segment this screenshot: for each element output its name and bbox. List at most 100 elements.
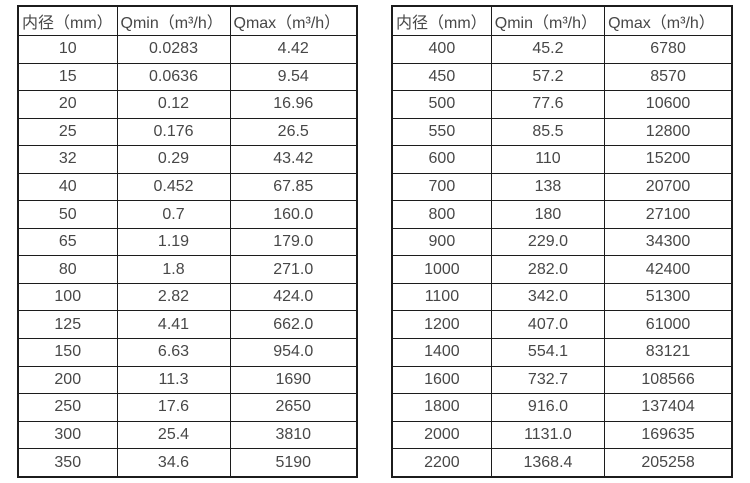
table-cell: 34.6 xyxy=(116,448,231,478)
header-qmin: Qmin（m³/h） xyxy=(116,5,231,36)
table-cell: 4.42 xyxy=(229,35,358,64)
table-cell: 1.8 xyxy=(116,255,231,284)
table-cell: 32 xyxy=(17,145,118,174)
table-row: 250 17.6 2650 xyxy=(17,393,358,422)
table-cell: 57.2 xyxy=(490,62,606,92)
table-cell: 0.12 xyxy=(116,90,231,119)
table-cell: 5190 xyxy=(229,448,358,478)
table-cell: 125 xyxy=(17,310,118,340)
header-inner-diameter: 内径（mm） xyxy=(17,5,118,36)
table-cell: 20700 xyxy=(604,172,733,202)
table-cell: 65 xyxy=(17,227,118,257)
table-cell: 180 xyxy=(490,200,606,229)
table-row: 2200 1368.4 205258 xyxy=(391,448,733,478)
table-cell: 42400 xyxy=(604,255,733,284)
table-cell: 300 xyxy=(17,420,118,450)
table-cell: 77.6 xyxy=(490,90,606,119)
table-cell: 500 xyxy=(391,90,492,119)
table-cell: 11.3 xyxy=(116,365,231,395)
table-cell: 110 xyxy=(490,145,606,174)
flow-table-large-diameters: 内径（mm） Qmin（m³/h） Qmax（m³/h） 400 45.2 6780… xyxy=(391,5,733,478)
table-cell: 800 xyxy=(391,200,492,229)
table-row: 800 180 27100 xyxy=(391,200,733,229)
table-row: 450 57.2 8570 xyxy=(391,62,733,92)
table-cell: 282.0 xyxy=(490,255,606,284)
table-row: 20 0.12 16.96 xyxy=(17,90,358,119)
table-cell: 10 xyxy=(17,35,118,64)
table-cell: 10600 xyxy=(604,90,733,119)
table-cell: 27100 xyxy=(604,200,733,229)
table-cell: 6780 xyxy=(604,35,733,64)
table-row: 10 0.0283 4.42 xyxy=(17,35,358,64)
table-row: 15 0.0636 9.54 xyxy=(17,62,358,92)
table-cell: 271.0 xyxy=(229,255,358,284)
table-row: 1400 554.1 83121 xyxy=(391,338,733,367)
table-cell: 34300 xyxy=(604,227,733,257)
table-cell: 179.0 xyxy=(229,227,358,257)
table-cell: 6.63 xyxy=(116,338,231,367)
table-cell: 138 xyxy=(490,172,606,202)
table-row: 1800 916.0 137404 xyxy=(391,393,733,422)
table-row: 80 1.8 271.0 xyxy=(17,255,358,284)
table-cell: 200 xyxy=(17,365,118,395)
table-cell: 85.5 xyxy=(490,117,606,147)
table-cell: 554.1 xyxy=(490,338,606,367)
table-cell: 1368.4 xyxy=(490,448,606,478)
table-cell: 0.29 xyxy=(116,145,231,174)
table-cell: 15200 xyxy=(604,145,733,174)
table-cell: 61000 xyxy=(604,310,733,340)
table-cell: 50 xyxy=(17,200,118,229)
table-cell: 0.452 xyxy=(116,172,231,202)
table-row: 400 45.2 6780 xyxy=(391,35,733,64)
table-cell: 51300 xyxy=(604,282,733,312)
table-row: 32 0.29 43.42 xyxy=(17,145,358,174)
table-cell: 916.0 xyxy=(490,393,606,422)
table-cell: 1200 xyxy=(391,310,492,340)
table-cell: 16.96 xyxy=(229,90,358,119)
table-cell: 407.0 xyxy=(490,310,606,340)
table-cell: 43.42 xyxy=(229,145,358,174)
table-row: 2000 1131.0 169635 xyxy=(391,420,733,450)
table-cell: 1100 xyxy=(391,282,492,312)
table-cell: 83121 xyxy=(604,338,733,367)
table-cell: 342.0 xyxy=(490,282,606,312)
header-qmin: Qmin（m³/h） xyxy=(490,5,606,36)
table-row: 300 25.4 3810 xyxy=(17,420,358,450)
header-qmax: Qmax（m³/h） xyxy=(229,5,358,36)
table-cell: 15 xyxy=(17,62,118,92)
table-row: 500 77.6 10600 xyxy=(391,90,733,119)
table-cell: 9.54 xyxy=(229,62,358,92)
table-row: 125 4.41 662.0 xyxy=(17,310,358,340)
table-row: 1200 407.0 61000 xyxy=(391,310,733,340)
table-cell: 550 xyxy=(391,117,492,147)
table-cell: 0.7 xyxy=(116,200,231,229)
table-cell: 350 xyxy=(17,448,118,478)
table-cell: 732.7 xyxy=(490,365,606,395)
table-cell: 2200 xyxy=(391,448,492,478)
table-row: 40 0.452 67.85 xyxy=(17,172,358,202)
table-cell: 700 xyxy=(391,172,492,202)
table-cell: 1800 xyxy=(391,393,492,422)
table-cell: 400 xyxy=(391,35,492,64)
table-cell: 1400 xyxy=(391,338,492,367)
table-cell: 662.0 xyxy=(229,310,358,340)
table-row: 1000 282.0 42400 xyxy=(391,255,733,284)
table-cell: 137404 xyxy=(604,393,733,422)
table-cell: 2.82 xyxy=(116,282,231,312)
table-row: 100 2.82 424.0 xyxy=(17,282,358,312)
table-cell: 0.0636 xyxy=(116,62,231,92)
table-cell: 2650 xyxy=(229,393,358,422)
table-cell: 424.0 xyxy=(229,282,358,312)
table-cell: 1690 xyxy=(229,365,358,395)
table-cell: 1600 xyxy=(391,365,492,395)
table-cell: 25.4 xyxy=(116,420,231,450)
table-cell: 150 xyxy=(17,338,118,367)
table-cell: 900 xyxy=(391,227,492,257)
table-cell: 0.176 xyxy=(116,117,231,147)
table-cell: 67.85 xyxy=(229,172,358,202)
table-row: 200 11.3 1690 xyxy=(17,365,358,395)
table-cell: 1000 xyxy=(391,255,492,284)
table-cell: 108566 xyxy=(604,365,733,395)
flow-table-small-diameters: 内径（mm） Qmin（m³/h） Qmax（m³/h） 10 0.0283 4.4… xyxy=(17,5,358,478)
table-row: 1100 342.0 51300 xyxy=(391,282,733,312)
